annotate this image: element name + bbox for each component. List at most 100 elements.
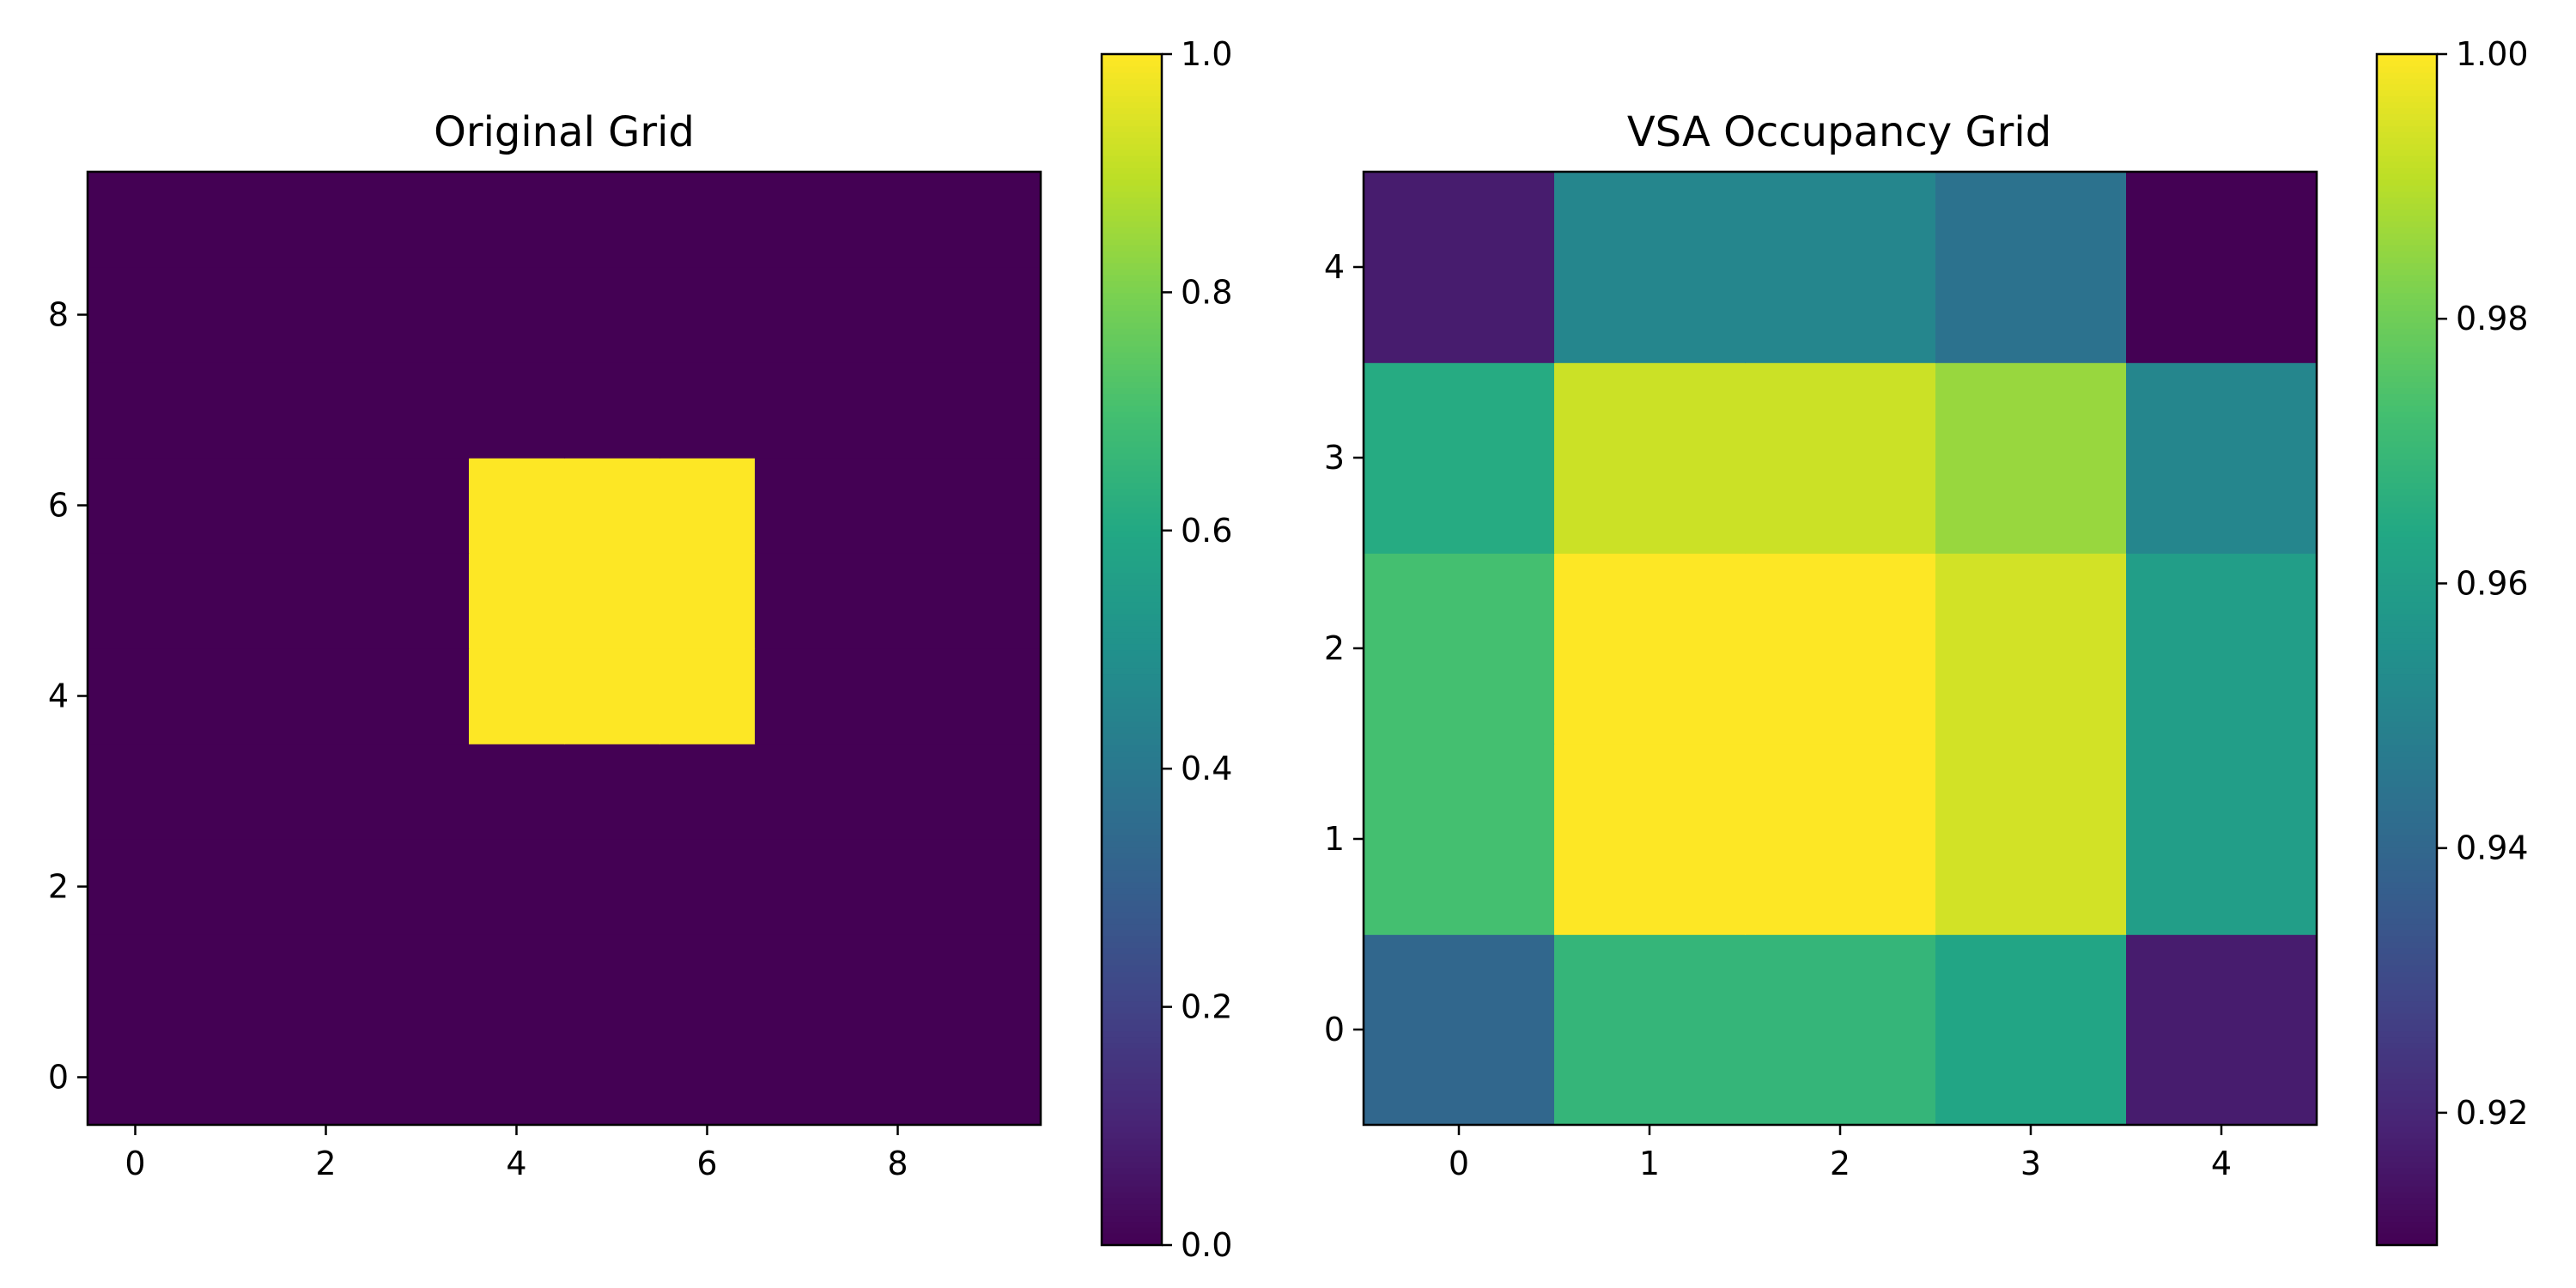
heatmap-cell (659, 839, 756, 935)
colorbar-segment (2377, 1150, 2437, 1157)
heatmap-cell (2126, 553, 2318, 744)
colorbar-segment (1102, 268, 1162, 276)
heatmap-cell (278, 172, 374, 268)
heatmap-cell (850, 744, 946, 840)
heatmap-cell (1745, 934, 1936, 1126)
heatmap-cell (374, 744, 470, 840)
colorbar-segment (2377, 691, 2437, 698)
colorbar-segment (2377, 161, 2437, 168)
heatmap-cell (945, 934, 1042, 1030)
colorbar-segment (2377, 769, 2437, 775)
colorbar-segment (1102, 1084, 1162, 1091)
heatmap-cells (1364, 172, 2318, 1126)
colorbar-segment (1102, 483, 1162, 490)
heatmap-cell (659, 744, 756, 840)
colorbar-segment (1102, 846, 1162, 854)
heatmap-cell (850, 172, 946, 268)
colorbar-segment (1102, 339, 1162, 347)
colorbar-segment (1102, 858, 1162, 865)
colorbar-segment (1102, 1179, 1162, 1187)
heatmap-cell (2126, 362, 2318, 554)
heatmap-cell (945, 648, 1042, 744)
colorbar-segment (1102, 119, 1162, 127)
colorbar-segment (1102, 976, 1162, 984)
colorbar-segment (1102, 440, 1162, 448)
colorbar-segment (2377, 834, 2437, 841)
colorbar-tick-label: 1.00 (2456, 35, 2529, 73)
colorbar-segment (2377, 477, 2437, 484)
colorbar-segment (2377, 137, 2437, 144)
colorbar-segment (1102, 1018, 1162, 1026)
colorbar-segment (2377, 125, 2437, 132)
colorbar-segment (2377, 775, 2437, 781)
colorbar-segment (1102, 107, 1162, 115)
colorbar-segment (2377, 483, 2437, 490)
colorbar-segment (2377, 107, 2437, 115)
colorbar-segment (1102, 1191, 1162, 1199)
colorbar-segment (2377, 726, 2437, 734)
colorbar-segment (2377, 602, 2437, 609)
colorbar-segment (1102, 1012, 1162, 1020)
colorbar-segment (1102, 405, 1162, 412)
heatmap-cell (659, 934, 756, 1030)
heatmap-cell (183, 172, 279, 268)
colorbar-segment (1102, 1167, 1162, 1175)
colorbar-segment (2377, 762, 2437, 769)
colorbar-segment (1102, 738, 1162, 746)
colorbar-segment (2377, 513, 2437, 519)
colorbar-segment (1102, 173, 1162, 180)
colorbar-segment (1102, 691, 1162, 698)
colorbar-segment (2377, 351, 2437, 359)
colorbar-segment (1102, 1114, 1162, 1121)
heatmap-cell (278, 1030, 374, 1126)
colorbar-segment (2377, 1036, 2437, 1044)
colorbar-segment (2377, 501, 2437, 507)
colorbar-segment (2377, 887, 2437, 895)
colorbar-segment (1102, 250, 1162, 258)
heatmap-cell (755, 362, 851, 459)
colorbar-segment (1102, 1054, 1162, 1061)
colorbar-segment (2377, 959, 2437, 966)
colorbar-segment (1102, 155, 1162, 162)
colorbar-segment (2377, 197, 2437, 204)
colorbar-segment (1102, 536, 1162, 544)
colorbar-segment (2377, 375, 2437, 383)
heatmap-cell (469, 267, 565, 363)
plot-frame (86, 170, 1042, 1127)
colorbar-segment (1102, 345, 1162, 353)
colorbar-segment (1102, 191, 1162, 198)
colorbar-segment (1102, 708, 1162, 716)
colorbar-segment (1102, 667, 1162, 675)
colorbar-segment (1102, 304, 1162, 311)
colorbar-segment (1102, 256, 1162, 264)
heatmap-cell (850, 458, 946, 554)
colorbar-segment (1102, 381, 1162, 389)
colorbar-segment (1102, 1150, 1162, 1157)
colorbar-segment (2377, 1090, 2437, 1097)
colorbar-segment (2377, 613, 2437, 621)
colorbar-segment (1102, 781, 1162, 787)
colorbar-segment (1102, 720, 1162, 728)
colorbar-segment (1102, 95, 1162, 103)
colorbar-segment (2377, 179, 2437, 186)
colorbar-segment (2377, 1197, 2437, 1205)
colorbar-segment (1102, 1078, 1162, 1085)
colorbar-segment (2377, 274, 2437, 282)
colorbar-segment (2377, 667, 2437, 675)
colorbar-segment (2377, 393, 2437, 401)
heatmap-cell (278, 458, 374, 554)
colorbar-segment (1102, 1215, 1162, 1223)
y-tick-label: 2 (1324, 629, 1345, 667)
colorbar-segment (2377, 917, 2437, 925)
colorbar-segment (2377, 203, 2437, 210)
heatmap-cell (659, 267, 756, 363)
y-axis: 0 2 4 6 8 (48, 296, 88, 1097)
heatmap-cell (850, 839, 946, 935)
colorbar-segment (2377, 434, 2437, 442)
heatmap-cell (88, 934, 184, 1030)
heatmap-cell (564, 744, 660, 840)
colorbar-segment (2377, 566, 2437, 574)
heatmap-cell (659, 172, 756, 268)
colorbar-segment (2377, 524, 2437, 532)
